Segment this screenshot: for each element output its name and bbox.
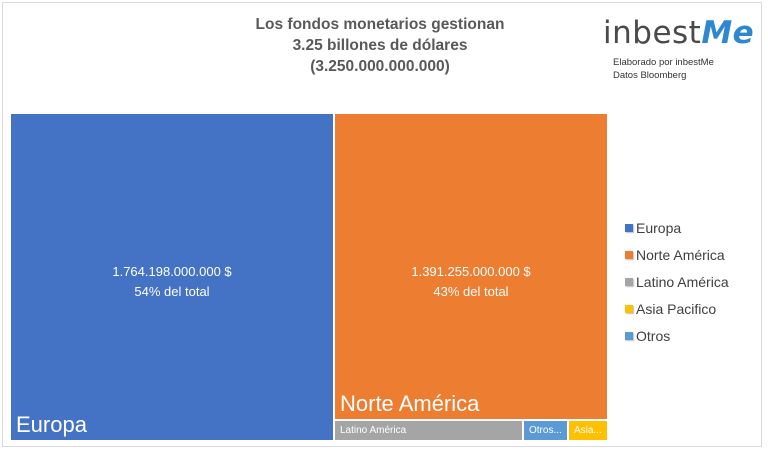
title-line-1: Los fondos monetarios gestionan — [255, 16, 505, 33]
tile-latino-america[interactable]: Latino América — [335, 421, 522, 440]
legend-label: Otros — [636, 327, 671, 344]
inbestme-logo: inbestMe — [603, 16, 754, 50]
tile-asia-label: Asia... — [574, 425, 602, 436]
tile-norte-america-pct: 43% del total — [433, 284, 509, 299]
legend-swatch-europa — [625, 223, 633, 232]
tile-latino-america-label: Latino América — [340, 425, 407, 436]
title-line-2: 3.25 billones de dólares — [292, 37, 468, 54]
legend-label: Latino América — [636, 273, 729, 290]
logo-text-accent: Me — [701, 15, 755, 51]
legend-label: Europa — [636, 219, 682, 236]
legend-label: Norte América — [636, 246, 725, 263]
legend-label: Asia Pacifico — [636, 300, 717, 317]
legend-item-europa[interactable]: Europa — [625, 214, 729, 241]
legend-swatch-otros — [625, 331, 633, 340]
legend-item-otros[interactable]: Otros — [625, 322, 729, 349]
legend: Europa Norte América Latino América Asia… — [625, 214, 729, 349]
tile-norte-america-label: Norte América — [340, 391, 480, 416]
tile-norte-america-value: 1.391.255.000.000 $ — [411, 264, 531, 279]
credit-source: Datos Bloomberg — [613, 70, 687, 81]
legend-swatch-asia-pacifico — [625, 304, 633, 313]
credit-author: Elaborado por inbestMe — [613, 57, 714, 68]
tile-europa-pct: 54% del total — [134, 284, 210, 299]
legend-swatch-latino-america — [625, 277, 633, 286]
legend-item-asia-pacifico[interactable]: Asia Pacifico — [625, 295, 729, 322]
logo-text-main: inbest — [603, 15, 702, 51]
tile-europa-label: Europa — [16, 412, 87, 437]
tile-otros-label: Otros... — [529, 425, 562, 436]
title-line-3: (3.250.000.000.000) — [310, 58, 450, 75]
tile-europa-value: 1.764.198.000.000 $ — [112, 264, 232, 279]
tile-norte-america[interactable]: 1.391.255.000.000 $ 43% del total Norte … — [335, 114, 607, 419]
legend-item-norte-america[interactable]: Norte América — [625, 241, 729, 268]
legend-item-latino-america[interactable]: Latino América — [625, 268, 729, 295]
credits: Elaborado por inbestMe Datos Bloomberg — [613, 56, 714, 82]
tile-otros[interactable]: Otros... — [524, 421, 567, 440]
chart-title: Los fondos monetarios gestionan 3.25 bil… — [230, 14, 530, 77]
tile-asia[interactable]: Asia... — [569, 421, 607, 440]
tile-europa[interactable]: 1.764.198.000.000 $ 54% del total Europa — [11, 114, 333, 440]
legend-swatch-norte-america — [625, 250, 633, 259]
